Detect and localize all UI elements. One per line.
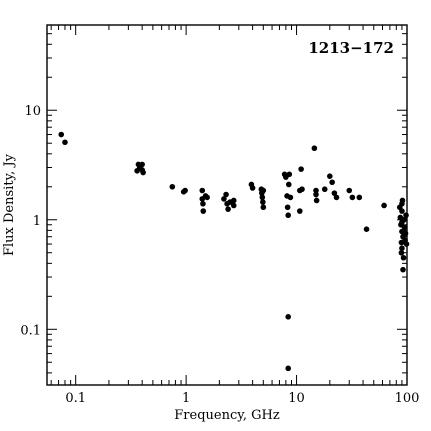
- data-point: [259, 194, 266, 201]
- data-point: [58, 131, 65, 138]
- x-tick-label: 0.1: [65, 391, 86, 406]
- data-point: [299, 186, 305, 193]
- data-point: [398, 249, 405, 256]
- y-tick-label: 10: [24, 104, 41, 119]
- data-point: [223, 191, 229, 198]
- data-point: [403, 212, 409, 219]
- data-point: [381, 202, 387, 209]
- data-point: [285, 314, 291, 320]
- x-tick-label: 1: [182, 391, 190, 406]
- data-point: [287, 194, 294, 201]
- data-point: [400, 266, 406, 273]
- data-point: [399, 197, 406, 204]
- data-point: [298, 166, 304, 172]
- data-point: [200, 208, 207, 214]
- data-point: [402, 230, 409, 237]
- data-point: [204, 194, 210, 201]
- plot-frame: [46, 24, 408, 386]
- data-point: [311, 145, 318, 152]
- x-tick-label: 100: [395, 391, 420, 406]
- x-tick-label: 10: [288, 391, 305, 406]
- data-point: [399, 208, 405, 214]
- data-point: [297, 208, 303, 214]
- data-point: [399, 245, 405, 251]
- data-point: [139, 161, 145, 168]
- data-point: [199, 187, 206, 194]
- data-point: [400, 254, 407, 261]
- y-axis-label: Flux Density, Jy: [2, 153, 17, 256]
- data-point: [169, 183, 176, 190]
- data-point: [331, 190, 338, 196]
- data-point: [140, 169, 146, 176]
- data-point: [260, 199, 266, 205]
- data-point: [329, 179, 335, 186]
- data-point: [327, 173, 333, 179]
- chart-title: 1213−172: [308, 39, 394, 57]
- x-axis-label: Frequency, GHz: [174, 408, 280, 423]
- data-point: [62, 139, 68, 146]
- data-point: [286, 171, 293, 178]
- data-point: [285, 212, 291, 219]
- data-point: [230, 197, 237, 204]
- data-point: [356, 194, 363, 201]
- data-points: [58, 131, 410, 372]
- data-point: [182, 187, 188, 194]
- data-point: [285, 365, 291, 372]
- data-point: [221, 196, 227, 202]
- axis-ticks: [47, 24, 408, 385]
- data-point: [200, 200, 206, 207]
- data-point: [260, 187, 267, 194]
- data-point: [260, 204, 267, 211]
- data-point: [363, 226, 370, 232]
- data-point: [401, 224, 408, 231]
- data-point: [225, 206, 231, 212]
- data-point: [403, 241, 410, 247]
- y-tick-label: 1: [33, 214, 41, 229]
- data-point: [313, 197, 320, 204]
- data-point: [333, 194, 340, 201]
- data-point: [321, 186, 328, 193]
- data-point: [284, 204, 291, 211]
- tick-labels: 0.1 1 10 100 0.1 1 10: [20, 104, 419, 406]
- y-tick-label: 0.1: [20, 323, 41, 338]
- data-point: [313, 187, 319, 194]
- data-point: [313, 191, 319, 198]
- data-point: [230, 202, 237, 209]
- data-point: [346, 187, 353, 194]
- data-point: [285, 181, 292, 188]
- data-point: [401, 216, 407, 223]
- data-point: [249, 185, 256, 191]
- data-point: [349, 194, 356, 201]
